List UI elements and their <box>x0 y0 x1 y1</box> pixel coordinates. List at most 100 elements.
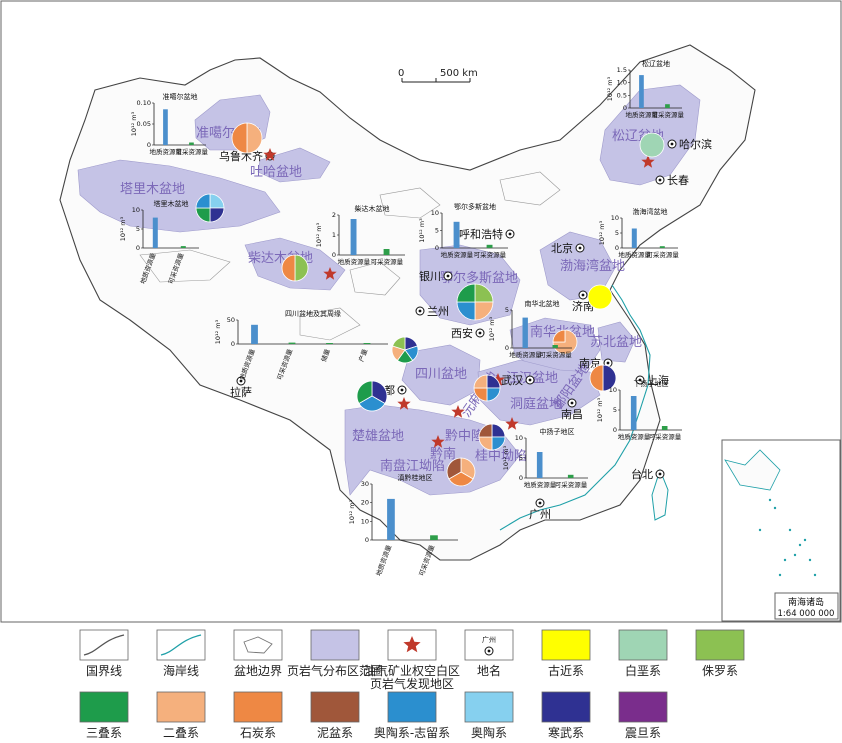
discovery-stars <box>263 148 655 448</box>
basin-label-sichuan: 四川盆地 <box>415 367 467 382</box>
chart-bar <box>251 324 258 344</box>
chart-bar <box>453 221 460 249</box>
basin-label-turpan: 吐哈盆地 <box>250 165 302 180</box>
pie-slice <box>448 471 474 487</box>
coastline <box>499 284 651 531</box>
chart-tick-label: 0 <box>231 340 235 348</box>
pie-slice <box>281 254 296 282</box>
pie-slice <box>195 193 211 209</box>
basin-label-chuxiong: 楚雄盆地 <box>352 429 404 444</box>
city-marker: 呼和浩特 <box>459 227 515 241</box>
legend-label: 震旦系 <box>625 726 661 740</box>
city-label: 武汉 <box>501 374 523 387</box>
chart-bar <box>536 452 543 478</box>
chart-category-label: 地质资源量 <box>625 110 658 119</box>
chart-category-label: 储量 <box>319 347 332 363</box>
shale-gas-areas <box>77 84 701 496</box>
chart-category-label: 地质资源量 <box>149 147 182 156</box>
legend-label: 三叠系 <box>86 726 122 740</box>
inset-title: 南海诸岛 <box>788 596 824 608</box>
national-border <box>59 44 756 561</box>
basin-label-dongting: 洞庭盆地 <box>510 396 562 412</box>
legend-label: 古近系 <box>548 663 584 678</box>
city-marker: 武汉 <box>501 374 535 387</box>
city-label: 济南 <box>572 299 594 313</box>
legend-item: 奥陶系-志留系 <box>374 691 450 740</box>
pie-slice <box>456 283 476 303</box>
discovery-star <box>451 405 465 418</box>
city-marker: 南京 <box>579 356 613 370</box>
legend-swatch <box>541 691 591 723</box>
basin-label-bohai: 渤海湾盆地 <box>560 258 625 274</box>
chart-bar <box>659 246 665 248</box>
basin-label-qiannan: 黔南 <box>430 446 456 462</box>
chart-category-label: 可采资源量 <box>371 257 404 266</box>
south-china-sea-inset: 南海诸岛 1:64 000 000 <box>721 439 841 622</box>
chart-unit-label: 10¹² m³ <box>315 222 323 247</box>
basin-label-guizhong: 桂中坳陷 <box>475 449 527 464</box>
chart-bar <box>189 142 194 145</box>
legend-swatch <box>233 691 283 723</box>
legend-swatch <box>79 691 129 723</box>
chart-bar <box>522 317 528 348</box>
chart-bar <box>326 343 333 344</box>
pie-slice <box>294 254 309 282</box>
area-sichuan <box>401 344 481 406</box>
chart-category-label: 地质资源量 <box>524 480 557 489</box>
strata-pie <box>231 122 263 154</box>
chart-tick-label: 0 <box>147 141 151 149</box>
chart-unit-label: 10¹² m³ <box>214 319 222 344</box>
discovery-star <box>431 435 445 448</box>
legend-swatch <box>695 629 745 661</box>
legend-label: 侏罗系 <box>702 664 738 678</box>
chart-tick-label: 10 <box>431 209 439 217</box>
legend-item: 国界线 <box>79 629 129 678</box>
chart-category-label: 可采资源量 <box>651 110 684 119</box>
strata-pie <box>356 380 388 412</box>
legend-label: 油气矿业权空白区页岩气发现地区 <box>364 663 460 691</box>
strata-pie <box>473 374 501 402</box>
city-label: 兰州 <box>427 305 449 318</box>
area-south <box>344 404 521 496</box>
city-label: 上海 <box>647 373 669 387</box>
legend-label: 奥陶系 <box>471 725 507 740</box>
city-marker: 台北 <box>631 467 665 481</box>
legend-item: 石炭系 <box>233 691 283 740</box>
chart-title: 鄂尔多斯盆地 <box>454 202 496 211</box>
chart-tick-label: 0.5 <box>617 91 627 99</box>
legend-item: 泥盆系 <box>310 691 360 740</box>
chart-tick-label: 0 <box>615 244 619 252</box>
chart-bar <box>661 426 668 430</box>
chart-tick-label: 1.0 <box>617 79 627 87</box>
chart-tick-label: 5 <box>615 229 619 237</box>
strata-pie <box>446 457 476 487</box>
inset-scale: 1:64 000 000 <box>778 609 835 619</box>
city-label: 哈尔滨 <box>679 137 712 151</box>
legend-label: 奥陶系-志留系 <box>374 725 450 740</box>
legend-swatch <box>156 691 206 723</box>
legend-item: 二叠系 <box>156 691 206 740</box>
scale-bar: 0 500 km <box>398 68 478 83</box>
legend-item: 寒武系 <box>541 691 591 740</box>
pie-slice <box>552 329 566 343</box>
chart-category-label: 可采资源量 <box>175 147 208 156</box>
chart-unit-label: 10¹² m³ <box>596 397 604 422</box>
chart-tick-label: 0.05 <box>137 120 151 128</box>
legend-item: 海岸线 <box>156 629 206 678</box>
chart-title: 柴达木盆地 <box>355 204 390 213</box>
chart-bar <box>552 345 558 348</box>
discovery-star <box>505 417 519 430</box>
basin-label-tarim: 塔里木盆地 <box>120 182 185 197</box>
chart-bar <box>288 342 296 344</box>
chart-tick-label: 1.5 <box>617 66 627 74</box>
strata-pie <box>281 254 309 282</box>
legend-label: 石炭系 <box>240 726 276 740</box>
chart-unit-label: 10¹² m³ <box>119 216 127 241</box>
legend-city-sample: 广州 <box>482 635 496 644</box>
chart-tick-label: 5 <box>613 406 617 414</box>
chart-unit-label: 10¹² m³ <box>606 76 614 101</box>
chart-title: 下扬子地区 <box>634 379 669 388</box>
strata-pie <box>589 364 617 392</box>
